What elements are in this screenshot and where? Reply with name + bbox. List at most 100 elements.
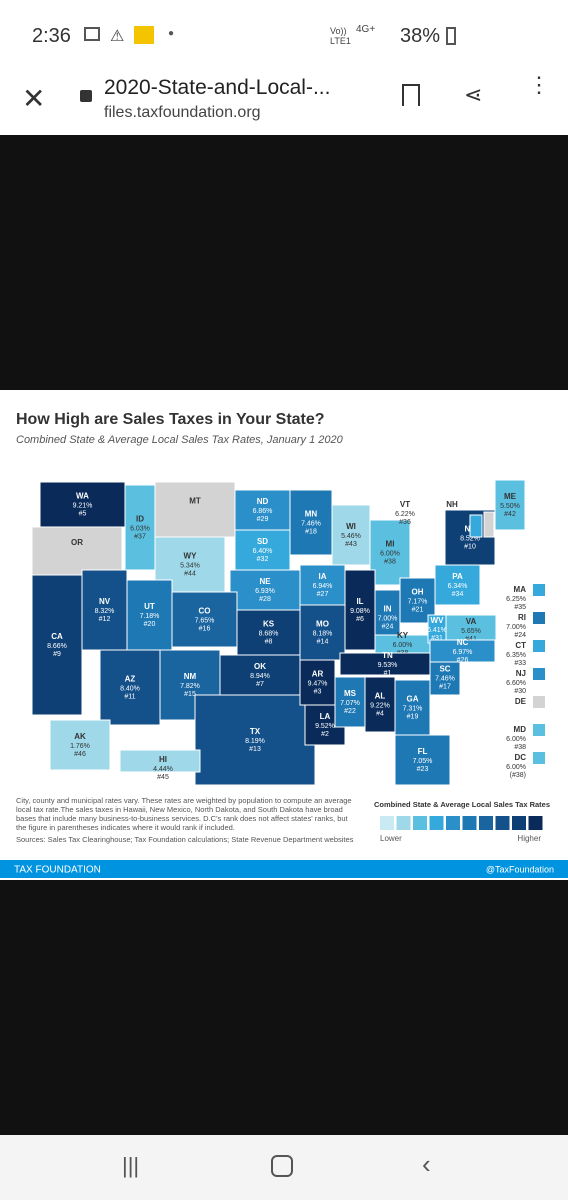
state <box>434 564 481 606</box>
legend-swatch <box>396 816 411 830</box>
state-rank: #17 <box>439 683 451 690</box>
state-rate: 9.47% <box>308 680 328 687</box>
state-abbr: VT <box>400 500 410 509</box>
state-rate: 9.52% <box>315 723 335 730</box>
network: Vo)) LTE1 <box>330 26 351 46</box>
page-title: 2020-State-and-Local-... <box>104 76 331 99</box>
state-abbr: MI <box>386 540 395 549</box>
state <box>171 591 238 648</box>
state-abbr: RI <box>518 613 526 622</box>
state-rate: 6.60% <box>506 680 526 687</box>
state-rate: 6.00% <box>380 550 400 557</box>
recents-button[interactable]: ||| <box>122 1153 140 1178</box>
state-rank: #23 <box>417 766 429 773</box>
state-abbr: NE <box>259 577 271 586</box>
state-abbr: AK <box>74 732 86 741</box>
state <box>299 604 346 661</box>
state-rank: #36 <box>399 519 411 526</box>
state-abbr: IN <box>384 605 392 614</box>
state <box>49 719 111 771</box>
state-rank: #4 <box>376 710 384 717</box>
state-rank: #10 <box>464 543 476 550</box>
back-button[interactable]: ‹ <box>422 1149 431 1179</box>
legend-swatch <box>413 816 427 830</box>
state <box>469 514 483 538</box>
state-rate: 8.32% <box>95 608 115 615</box>
state-rank: #32 <box>257 556 269 563</box>
state-rate: 8.94% <box>250 673 270 680</box>
state-rate: 7.07% <box>340 700 360 707</box>
state <box>394 679 431 736</box>
state-rank: #30 <box>514 688 526 695</box>
state-rate: 6.34% <box>448 583 468 590</box>
state-abbr: OR <box>71 538 83 547</box>
state-rate: 8.52% <box>460 535 480 542</box>
state-rank: #14 <box>317 638 329 645</box>
map-subtitle: Combined State & Average Local Sales Tax… <box>16 434 344 446</box>
battery-icon <box>446 27 456 45</box>
lock-icon <box>80 90 92 102</box>
state-abbr: OH <box>412 588 424 597</box>
state-abbr: WY <box>184 552 198 561</box>
warning-icon: ⚠ <box>110 28 125 45</box>
state-abbr: MO <box>316 620 329 629</box>
state <box>494 479 526 531</box>
state <box>234 489 291 531</box>
state-rank: #28 <box>259 596 271 603</box>
legend-swatch <box>380 816 394 830</box>
state-abbr: AL <box>375 692 386 701</box>
home-button[interactable] <box>271 1155 293 1177</box>
state-abbr: AZ <box>125 675 136 684</box>
state-rate: 8.66% <box>47 643 67 650</box>
letterbox-bottom <box>0 880 568 1135</box>
state-rank: #27 <box>317 591 329 598</box>
state-rate: 7.46% <box>435 675 455 682</box>
state-rank: #5 <box>79 510 87 517</box>
signal: 4G+ <box>356 24 376 35</box>
close-button[interactable]: ✕ <box>22 83 46 114</box>
footnote: City, county and municipal rates vary. T… <box>16 796 352 832</box>
state-rank: #18 <box>305 528 317 535</box>
battery: 38% <box>400 25 441 47</box>
state-rank: #43 <box>345 541 357 548</box>
top-bars: 2:36 ⚠ ● Vo)) LTE1 4G+ 38% ✕ 2020-State-… <box>0 0 568 135</box>
time: 2:36 <box>32 25 71 47</box>
state-abbr: KS <box>263 620 275 629</box>
states: WA9.21%#5ORCA8.66%#9NV8.32%#12ID6.03%#37… <box>31 479 545 786</box>
state-rank: #22 <box>344 708 356 715</box>
state-rank: #19 <box>407 713 419 720</box>
state-rate: 6.22% <box>395 511 415 518</box>
menu-button[interactable]: ⋮ <box>528 72 550 97</box>
state-abbr: CO <box>199 607 211 616</box>
state-abbr: TN <box>382 651 393 660</box>
state-swatch <box>533 696 545 708</box>
map-title: How High are Sales Taxes in Your State? <box>16 411 325 428</box>
state-abbr: SD <box>257 537 268 546</box>
state-rank: #8 <box>265 638 273 645</box>
state-rate: 7.00% <box>506 624 526 631</box>
state-rate: 7.65% <box>195 617 215 624</box>
state-rank: #12 <box>99 616 111 623</box>
bookmark-button[interactable] <box>402 84 420 106</box>
state-rank: #21 <box>412 606 424 613</box>
state-abbr: GA <box>407 695 419 704</box>
state-rank: #11 <box>124 693 135 700</box>
state-rate: 1.76% <box>70 743 90 750</box>
state-swatch <box>533 584 545 596</box>
share-button[interactable]: ⋖ <box>464 82 483 107</box>
state <box>39 481 126 528</box>
state-rank: #31 <box>431 635 443 642</box>
gallery-icon <box>84 27 100 41</box>
state-abbr: WV <box>431 616 445 625</box>
state-rank: #37 <box>134 533 146 540</box>
state-rank: #26 <box>457 657 469 664</box>
state-abbr: IA <box>319 572 327 581</box>
state-rank: #35 <box>514 604 526 611</box>
state <box>236 609 301 656</box>
state-rank: #29 <box>257 516 269 523</box>
legend <box>380 816 543 830</box>
state-rank: #24 <box>514 632 526 639</box>
state-rate: 6.00% <box>506 764 526 771</box>
state-abbr: WA <box>76 492 89 501</box>
